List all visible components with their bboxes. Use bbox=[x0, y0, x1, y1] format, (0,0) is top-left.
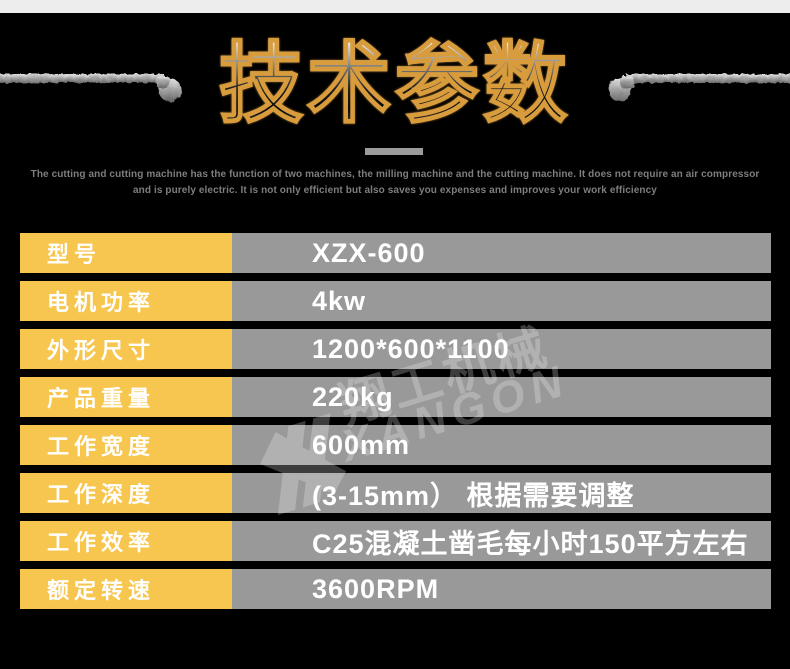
spec-table: 型号 XZX-600 电机功率 4kw 外形尺寸 1200*600*1100 产… bbox=[20, 233, 771, 609]
spec-label: 电机功率 bbox=[20, 281, 232, 321]
pipe-decoration-left-icon bbox=[0, 74, 182, 102]
top-strip bbox=[0, 0, 790, 13]
spec-value: (3-15mm） 根据需要调整 bbox=[232, 473, 771, 513]
spec-label: 工作深度 bbox=[20, 473, 232, 513]
table-row: 外形尺寸 1200*600*1100 bbox=[20, 329, 771, 369]
table-row: 电机功率 4kw bbox=[20, 281, 771, 321]
spec-label: 产品重量 bbox=[20, 377, 232, 417]
spec-label: 外形尺寸 bbox=[20, 329, 232, 369]
description-line-2: and is purely electric. It is not only e… bbox=[133, 185, 657, 196]
spec-label: 工作效率 bbox=[20, 521, 232, 561]
spec-label: 工作宽度 bbox=[20, 425, 232, 465]
spec-label: 额定转速 bbox=[20, 569, 232, 609]
spec-value: XZX-600 bbox=[232, 233, 771, 273]
spec-value: 220kg bbox=[232, 377, 771, 417]
spec-value: 3600RPM bbox=[232, 569, 771, 609]
table-row: 型号 XZX-600 bbox=[20, 233, 771, 273]
table-row: 工作宽度 600mm bbox=[20, 425, 771, 465]
table-row: 工作深度 (3-15mm） 根据需要调整 bbox=[20, 473, 771, 513]
spec-value: 4kw bbox=[232, 281, 771, 321]
spec-label: 型号 bbox=[20, 233, 232, 273]
table-row: 工作效率 C25混凝土凿毛每小时150平方左右 bbox=[20, 521, 771, 561]
title-divider bbox=[365, 148, 423, 155]
pipe-decoration-right-icon bbox=[608, 74, 790, 102]
table-row: 产品重量 220kg bbox=[20, 377, 771, 417]
page-title: 技术参数 bbox=[0, 39, 790, 128]
table-row: 额定转速 3600RPM bbox=[20, 569, 771, 609]
spec-value: 600mm bbox=[232, 425, 771, 465]
spec-value: 1200*600*1100 bbox=[232, 329, 771, 369]
spec-value: C25混凝土凿毛每小时150平方左右 bbox=[232, 521, 771, 561]
description-line-1: The cutting and cutting machine has the … bbox=[30, 169, 760, 180]
